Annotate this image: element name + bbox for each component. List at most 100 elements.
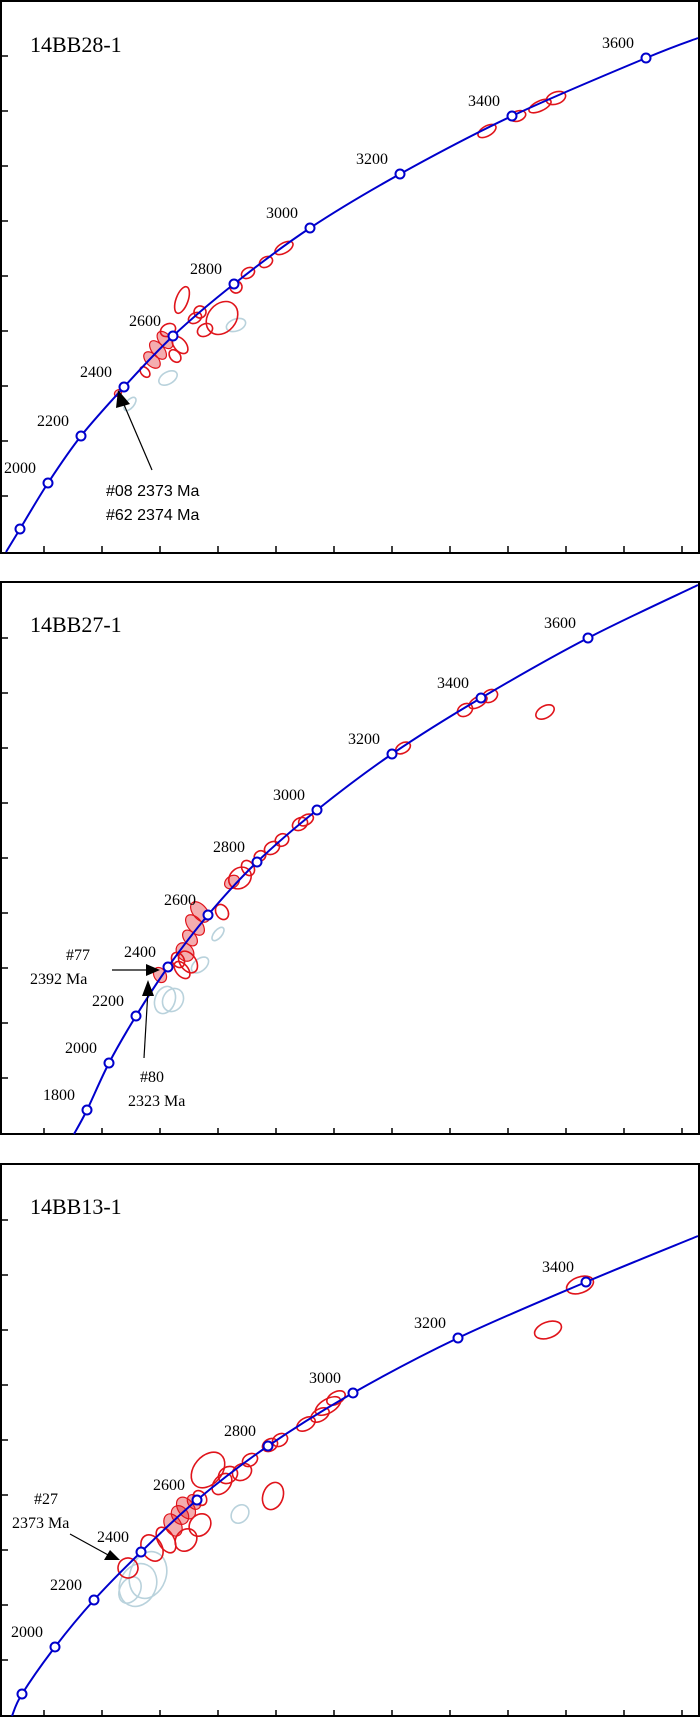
age-label: 2200	[92, 993, 124, 1010]
concordant-ellipse	[533, 1320, 563, 1340]
age-label: 2000	[11, 1624, 43, 1641]
age-marker	[49, 1641, 61, 1653]
age-marker	[14, 523, 26, 535]
age-label: 3200	[356, 151, 388, 168]
age-marker	[81, 1104, 93, 1116]
concordant-ellipse	[258, 255, 274, 269]
concordant-ellipse	[173, 960, 191, 980]
concordia-age-markers: 2000 2200 2400 2600 2800 3000 3200 3400	[11, 1259, 592, 1700]
age-marker	[386, 748, 398, 760]
discordant-ellipse	[230, 1503, 250, 1525]
age-marker	[42, 477, 54, 489]
concordant-ellipse	[296, 1415, 316, 1433]
age-marker	[262, 1440, 274, 1452]
annotation-08-62: #08 2373 Ma #62 2374 Ma	[106, 390, 200, 524]
concordant-ellipse	[188, 1512, 212, 1538]
discordant-ellipses	[118, 1503, 250, 1608]
age-label: 2600	[129, 313, 161, 330]
age-marker	[506, 110, 518, 122]
age-label: 3000	[273, 787, 305, 804]
annotation-arrow	[143, 989, 149, 1059]
axis-ticks	[1, 637, 683, 1135]
panel-frame	[0, 1163, 700, 1717]
concordant-ellipse	[174, 1527, 198, 1553]
discordant-ellipse	[118, 1576, 142, 1604]
concordia-age-markers: 2000 2200 2400 2600 2800 3000 3200 3400 3600	[4, 35, 652, 535]
age-marker	[103, 1057, 115, 1069]
axis-ticks	[1, 1219, 683, 1717]
panel-title: 14BB13-1	[30, 1194, 122, 1219]
concordant-ellipses	[152, 688, 555, 984]
panel-14BB27-1: 14BB27-1 1800 2000 2200 2400 2600 2800 3000 320…	[0, 581, 700, 1135]
age-marker	[304, 222, 316, 234]
concordant-ellipse	[310, 1406, 330, 1424]
discordant-ellipse	[118, 1562, 158, 1608]
age-label: 2000	[65, 1040, 97, 1057]
concordant-ellipse	[177, 950, 199, 974]
discordant-ellipse	[158, 369, 178, 387]
age-label: 2600	[153, 1477, 185, 1494]
age-marker	[580, 1276, 592, 1288]
age-label: 2400	[124, 944, 156, 961]
arrow-head	[116, 390, 130, 408]
concordant-ellipse	[291, 816, 309, 832]
annotation-line-2: 2323 Ma	[128, 1093, 185, 1110]
age-label: 3600	[544, 615, 576, 632]
concordia-age-markers: 1800 2000 2200 2400 2600 2800 3000 3200 3400 3600	[43, 615, 594, 1116]
panel-title: 14BB27-1	[30, 612, 122, 637]
age-label: 2200	[37, 413, 69, 430]
annotation-line-2: #62 2374 Ma	[106, 507, 200, 524]
age-label: 3400	[542, 1259, 574, 1276]
annotation-line-1: #08 2373 Ma	[106, 483, 200, 500]
age-marker	[162, 961, 174, 973]
concordant-ellipse	[173, 285, 191, 315]
annotation-line-2: 2392 Ma	[30, 971, 87, 988]
concordant-ellipse	[193, 305, 207, 319]
concordant-ellipse	[535, 703, 555, 721]
age-marker	[135, 1546, 147, 1558]
concordant-ellipse	[528, 98, 552, 114]
concordant-ellipse	[205, 300, 239, 336]
age-marker	[452, 1332, 464, 1344]
concordant-ellipse	[314, 1395, 342, 1417]
age-label: 3200	[348, 731, 380, 748]
age-marker	[311, 804, 323, 816]
age-label: 2400	[80, 364, 112, 381]
age-label: 1800	[43, 1087, 75, 1104]
panel-14BB13-1: 14BB13-1 2000 2200 2400 2600 2800 3000 3200 340…	[0, 1163, 700, 1717]
concordant-ellipse	[326, 1389, 346, 1407]
concordant-ellipse	[196, 322, 214, 338]
discordant-ellipses	[153, 926, 225, 1015]
age-label: 3400	[468, 93, 500, 110]
arrow-head	[146, 964, 160, 976]
discordant-ellipse	[211, 926, 225, 942]
discordant-ellipse	[161, 987, 185, 1013]
age-label: 2600	[164, 892, 196, 909]
age-label: 3200	[414, 1315, 446, 1332]
age-marker	[475, 692, 487, 704]
annotation-arrow	[121, 399, 153, 471]
concordant-ellipse	[214, 903, 230, 921]
arrow-head	[142, 980, 154, 996]
panel-title: 14BB28-1	[30, 32, 122, 57]
age-label: 3000	[309, 1370, 341, 1387]
concordant-ellipse	[168, 348, 182, 364]
age-label: 2200	[50, 1577, 82, 1594]
concordant-ellipse	[456, 702, 474, 718]
age-marker	[191, 1494, 203, 1506]
annotation-line-1: #77	[66, 947, 90, 964]
age-marker	[582, 632, 594, 644]
annotation-27: #27 2373 Ma	[12, 1491, 120, 1560]
concordant-ellipse	[263, 840, 281, 856]
age-marker	[251, 856, 263, 868]
age-label: 2800	[190, 261, 222, 278]
age-label: 2400	[97, 1529, 129, 1546]
axis-ticks	[1, 55, 683, 553]
age-marker	[130, 1010, 142, 1022]
panel-14BB28-1: 14BB28-1 2000 2200 2400 2600 2800 3000 3200 340…	[0, 0, 700, 554]
age-marker	[640, 52, 652, 64]
arrow-head	[104, 1550, 120, 1560]
age-label: 2800	[224, 1423, 256, 1440]
age-label: 2000	[4, 460, 36, 477]
